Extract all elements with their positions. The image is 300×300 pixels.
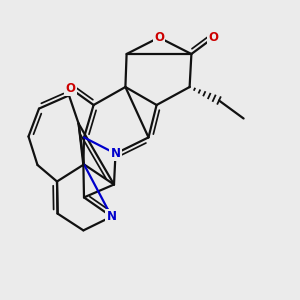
Text: N: N [106, 210, 117, 223]
Text: O: O [65, 82, 76, 95]
Text: O: O [65, 82, 76, 95]
Text: N: N [106, 210, 117, 223]
Text: O: O [208, 31, 219, 44]
Text: N: N [110, 147, 121, 160]
Text: N: N [110, 147, 121, 160]
Text: O: O [154, 31, 164, 44]
Text: O: O [208, 31, 219, 44]
Text: O: O [154, 31, 164, 44]
